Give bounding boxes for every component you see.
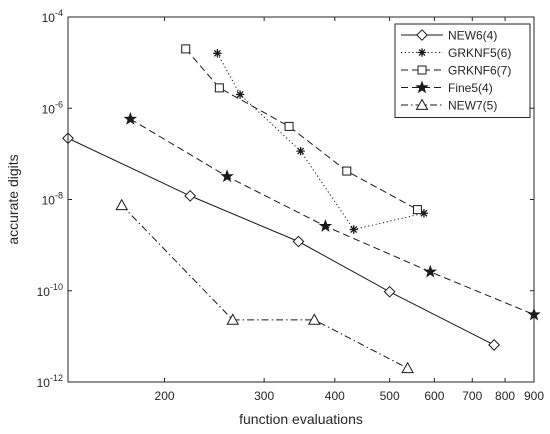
series-2 (181, 44, 422, 215)
legend-entry: GRKNF6(7) (401, 64, 511, 78)
data-point (318, 219, 333, 232)
x-tick-label: 300 (254, 389, 274, 403)
legend-entry: NEW6(4) (401, 29, 497, 43)
data-point (412, 205, 422, 215)
legend-marker (415, 80, 429, 94)
data-point (349, 225, 358, 234)
x-tick-label: 200 (155, 389, 175, 403)
x-tick-label: 500 (380, 389, 400, 403)
data-point (226, 313, 240, 325)
data-point (383, 285, 396, 298)
legend-marker (417, 65, 427, 75)
data-point (214, 83, 224, 93)
y-tick-label: 10-4 (42, 8, 63, 25)
x-axis-label: function evaluations (239, 411, 363, 427)
y-tick-label: 10-10 (37, 282, 63, 299)
legend: NEW6(4) GRKNF5(6) GRKNF6(7) Fine5(4) NEW7(5) (394, 23, 531, 118)
legend-label: Fine5(4) (448, 81, 493, 95)
y-tick-label: 10-12 (37, 373, 63, 390)
legend-entry: Fine5(4) (401, 80, 493, 95)
x-tick-label: 800 (495, 389, 515, 403)
tick-layer: 200 300 400 500 600 700 800 900 10-12 10-10 10-8 10… (37, 8, 545, 403)
x-tick-label: 900 (524, 389, 544, 403)
legend-marker (416, 29, 428, 41)
y-tick-label: 10-6 (42, 99, 63, 116)
data-point (181, 44, 191, 54)
data-point (342, 166, 352, 176)
data-point (488, 339, 500, 351)
data-point (220, 169, 234, 183)
data-point (423, 264, 437, 278)
x-tick-label: 600 (424, 389, 444, 403)
x-tick-label: 700 (462, 389, 482, 403)
data-point (184, 189, 197, 202)
series-line (185, 48, 418, 211)
data-point (292, 235, 305, 248)
data-point (284, 121, 294, 131)
series-1 (213, 49, 429, 234)
series-0 (62, 132, 500, 351)
x-tick-label: 400 (325, 389, 345, 403)
y-axis-label: accurate digits (5, 154, 21, 244)
data-point (296, 146, 305, 156)
legend-label: NEW7(5) (448, 99, 497, 113)
y-tick-label: 10-8 (42, 191, 63, 208)
data-point (235, 90, 245, 99)
legend-label: GRKNF6(7) (448, 64, 511, 78)
legend-marker (415, 98, 429, 110)
legend-label: NEW6(4) (448, 29, 497, 43)
data-point (115, 198, 129, 211)
data-point (419, 209, 429, 218)
data-point (401, 361, 414, 374)
series-4 (115, 198, 414, 374)
series-line (121, 204, 408, 369)
legend-entry: NEW7(5) (401, 98, 497, 113)
data-point (123, 111, 138, 125)
legend-marker (417, 48, 427, 57)
legend-entry: GRKNF5(6) (401, 46, 511, 60)
data-point (307, 313, 321, 325)
data-point (213, 49, 222, 58)
legend-label: GRKNF5(6) (448, 46, 511, 60)
